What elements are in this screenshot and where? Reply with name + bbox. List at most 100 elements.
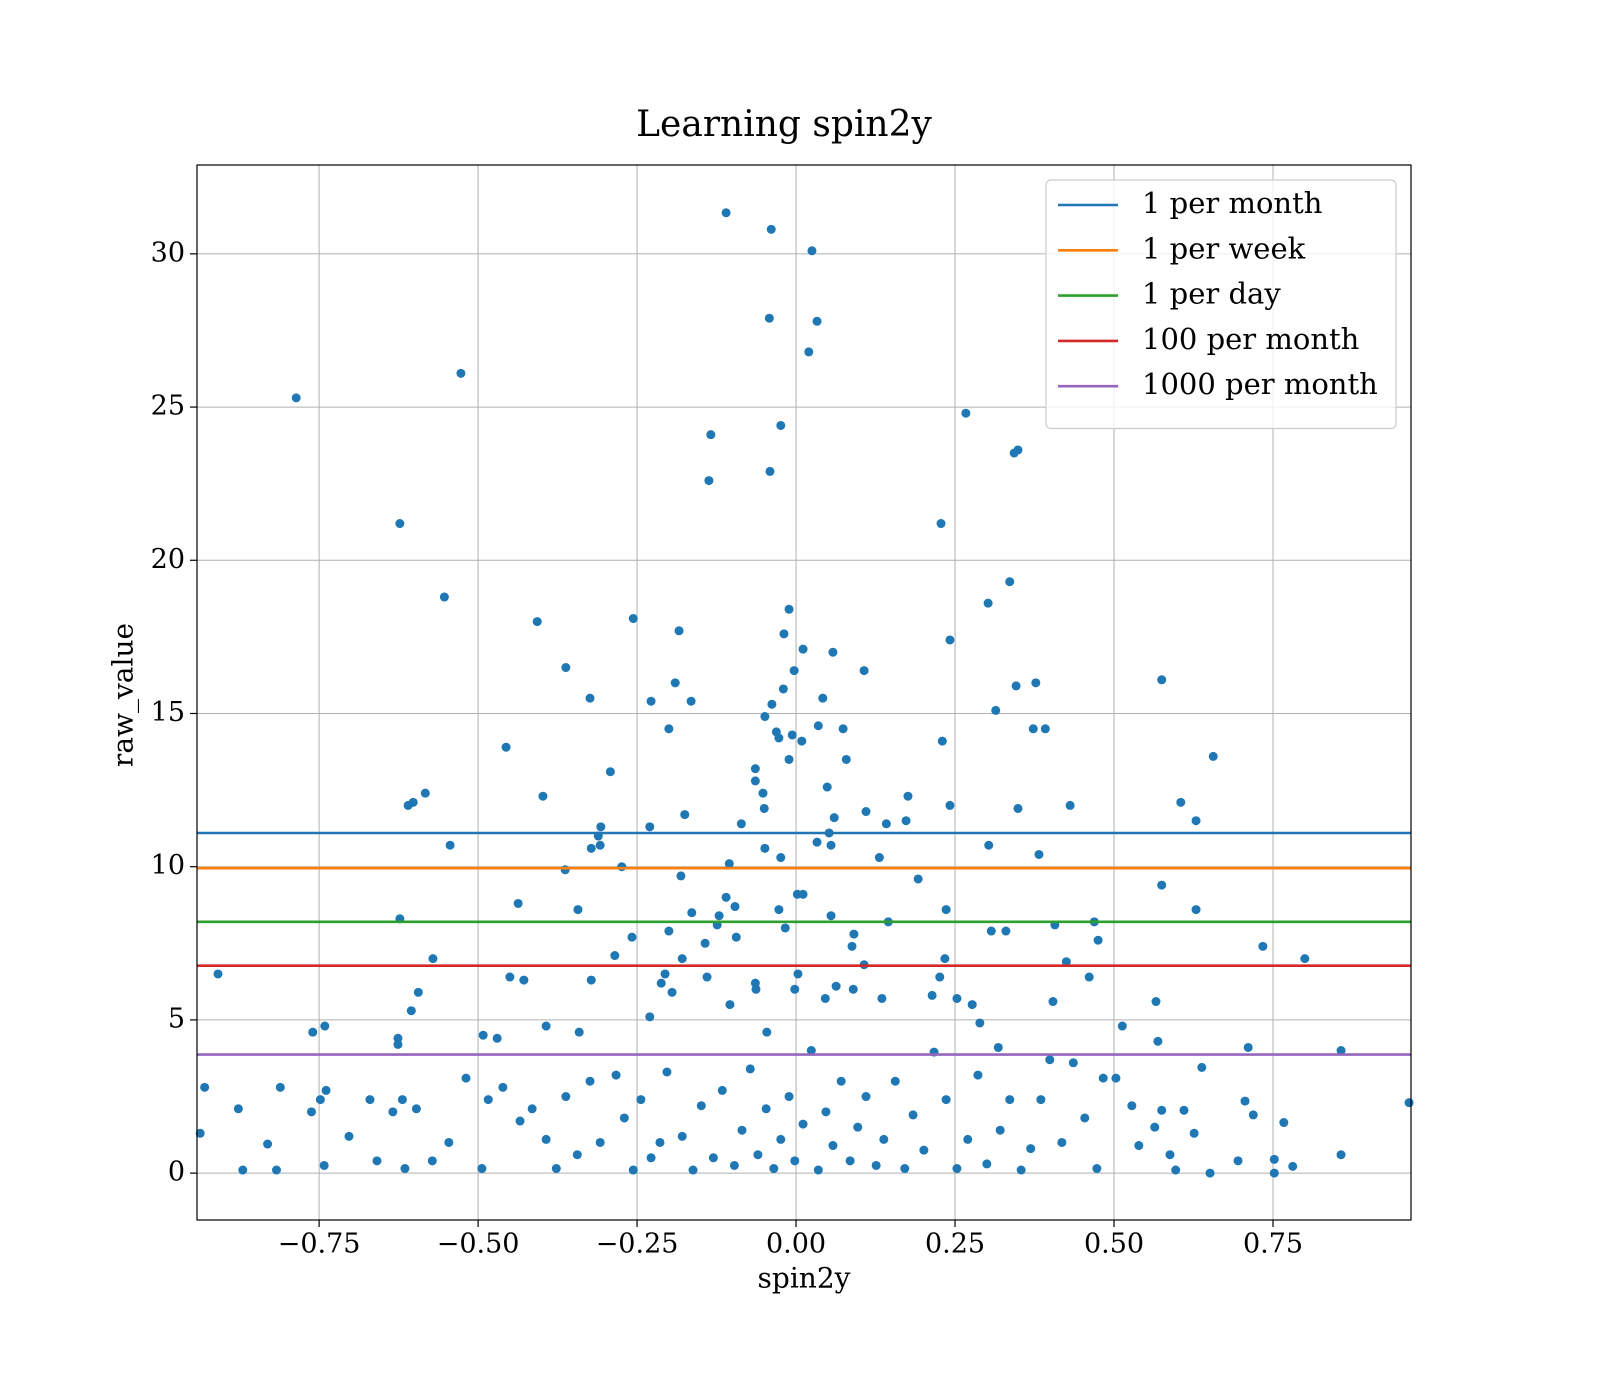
- data-point: [736, 819, 746, 829]
- data-point: [982, 1159, 992, 1169]
- data-point: [731, 932, 741, 942]
- data-point: [664, 926, 674, 936]
- y-tick-label: 25: [151, 391, 185, 422]
- data-point: [1092, 1164, 1102, 1174]
- grid: [197, 165, 1411, 1220]
- data-point: [967, 1000, 977, 1010]
- data-point: [674, 626, 684, 636]
- plot-frame: [196, 164, 1412, 1221]
- data-point: [766, 224, 776, 234]
- data-point: [444, 1137, 454, 1147]
- data-point: [935, 972, 945, 982]
- data-point: [828, 647, 838, 657]
- x-tick-label: 0.25: [925, 1229, 985, 1260]
- data-point: [760, 843, 770, 853]
- data-point: [847, 941, 857, 951]
- data-point: [849, 929, 859, 939]
- data-point: [619, 1113, 629, 1123]
- legend-label: 1 per day: [1142, 277, 1281, 311]
- data-point: [501, 742, 511, 752]
- data-point: [828, 1141, 838, 1151]
- data-point: [1001, 926, 1011, 936]
- data-point: [903, 791, 913, 801]
- chart-title: Learning spin2y: [636, 104, 932, 145]
- data-point: [1157, 880, 1167, 890]
- data-point: [551, 1164, 561, 1174]
- data-point: [1005, 577, 1015, 587]
- data-point: [776, 420, 786, 430]
- data-point: [804, 347, 814, 357]
- data-point: [761, 1104, 771, 1114]
- data-point: [779, 629, 789, 639]
- data-point: [561, 1092, 571, 1102]
- data-point: [308, 1027, 318, 1037]
- data-point: [676, 871, 686, 881]
- data-point: [610, 951, 620, 961]
- data-point: [505, 972, 515, 982]
- data-point: [745, 1064, 755, 1074]
- x-tick-label: 0.00: [766, 1229, 826, 1260]
- data-point: [721, 208, 731, 218]
- data-point: [1157, 675, 1167, 685]
- data-point: [1045, 1055, 1055, 1065]
- data-point: [890, 1076, 900, 1086]
- data-point: [789, 666, 799, 676]
- data-point: [724, 859, 734, 869]
- data-point: [848, 984, 858, 994]
- data-point: [1269, 1154, 1279, 1164]
- data-point: [704, 476, 714, 486]
- data-point: [646, 696, 656, 706]
- data-point: [263, 1139, 273, 1149]
- data-point: [963, 1134, 973, 1144]
- data-point: [952, 993, 962, 1003]
- data-point: [708, 1153, 718, 1163]
- data-point: [527, 1104, 537, 1114]
- data-point: [636, 1095, 646, 1105]
- data-point: [403, 800, 413, 810]
- data-point: [937, 736, 947, 746]
- data-point: [721, 892, 731, 902]
- data-point: [853, 1122, 863, 1132]
- data-point: [686, 696, 696, 706]
- data-point: [456, 368, 466, 378]
- data-point: [1208, 751, 1218, 761]
- data-point: [778, 684, 788, 694]
- data-point: [765, 466, 775, 476]
- data-point: [1134, 1141, 1144, 1151]
- data-point: [871, 1160, 881, 1170]
- data-point: [319, 1160, 329, 1170]
- data-point: [1065, 800, 1075, 810]
- data-point: [1191, 905, 1201, 915]
- data-point: [945, 800, 955, 810]
- data-point: [513, 898, 523, 908]
- data-point: [764, 313, 774, 323]
- data-point: [498, 1082, 508, 1092]
- data-point: [900, 1164, 910, 1174]
- data-point: [1098, 1073, 1108, 1083]
- y-tick-label: 5: [168, 1003, 185, 1034]
- data-point: [541, 1021, 551, 1031]
- data-point: [919, 1145, 929, 1155]
- y-tick-label: 10: [151, 850, 185, 881]
- data-point: [1336, 1150, 1346, 1160]
- data-point: [717, 1085, 727, 1095]
- data-point: [445, 840, 455, 850]
- data-point: [1279, 1118, 1289, 1128]
- data-point: [797, 736, 807, 746]
- data-point: [877, 993, 887, 1003]
- data-point: [881, 819, 891, 829]
- data-point: [1189, 1128, 1199, 1138]
- threshold-lines: [197, 831, 1411, 1056]
- data-point: [807, 246, 817, 256]
- data-point: [787, 730, 797, 740]
- x-tick-label: −0.25: [596, 1229, 679, 1260]
- data-point: [645, 1012, 655, 1022]
- data-point: [271, 1165, 281, 1175]
- data-point: [656, 978, 666, 988]
- data-point: [774, 905, 784, 915]
- data-point: [983, 598, 993, 608]
- data-point: [560, 865, 570, 875]
- data-point: [845, 1156, 855, 1166]
- data-point: [861, 807, 871, 817]
- data-point: [1068, 1058, 1078, 1068]
